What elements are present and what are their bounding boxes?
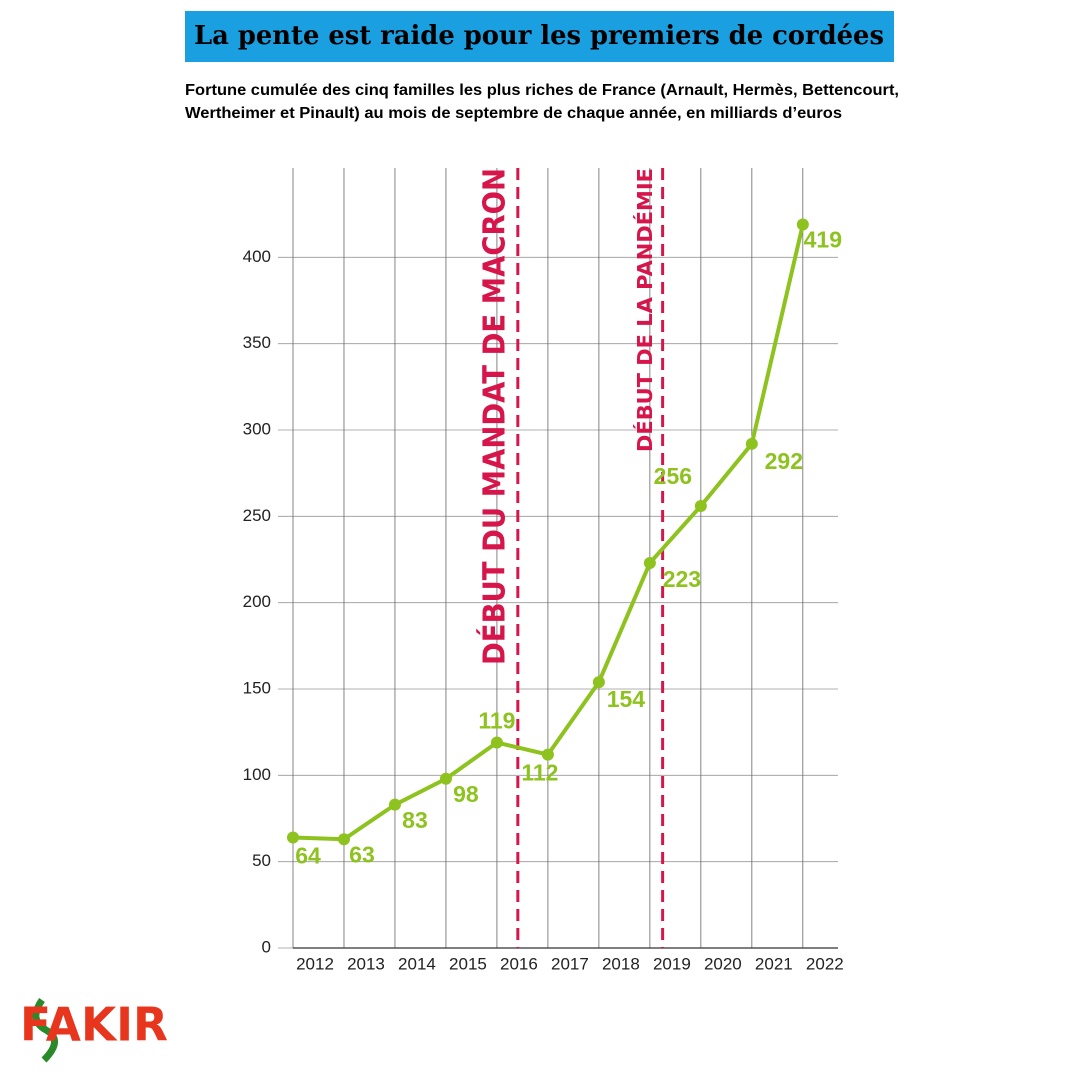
x-tick-label: 2015	[449, 954, 487, 973]
logo: FAKIR	[20, 998, 168, 1052]
y-tick-label: 100	[243, 765, 271, 784]
data-label: 154	[607, 686, 646, 712]
y-tick-label: 350	[243, 333, 271, 352]
x-tick-label: 2013	[347, 954, 385, 973]
subtitle: Fortune cumulée des cinq familles les pl…	[185, 82, 899, 99]
point	[287, 831, 299, 844]
annotation: DÉBUT DE LA PANDÉMIE	[633, 168, 657, 452]
data-label: 256	[654, 463, 692, 489]
x-tick-label: 2020	[704, 954, 742, 973]
x-tick-label: 2021	[755, 954, 793, 973]
y-tick-label: 150	[243, 678, 271, 697]
x-tick-label: 2018	[602, 954, 640, 973]
y-tick-label: 300	[243, 419, 271, 438]
annotation: DÉBUT DU MANDAT DE MACRON	[476, 168, 512, 665]
x-tick-label: 2017	[551, 954, 589, 973]
logo-snake	[32, 997, 58, 1063]
point	[643, 556, 656, 569]
data-label: 419	[804, 227, 842, 253]
data-label: 83	[402, 807, 428, 833]
point	[592, 676, 605, 689]
x-tick-label: 2022	[806, 954, 844, 973]
x-tick-label: 2016	[500, 954, 538, 973]
data-label: 223	[663, 566, 701, 592]
point	[388, 798, 401, 811]
point	[796, 218, 809, 231]
title-box	[185, 11, 894, 62]
point	[745, 437, 758, 450]
data-label: 119	[478, 708, 515, 734]
point	[694, 499, 707, 512]
x-tick-label: 2019	[653, 954, 691, 973]
point	[490, 736, 503, 749]
x-tick-label: 2014	[398, 954, 436, 973]
data-label: 292	[765, 448, 803, 474]
subtitle: Wertheimer et Pinault) au mois de septem…	[185, 105, 842, 122]
y-tick-label: 400	[243, 247, 271, 266]
chart-title: La pente est raide pour les premiers de …	[194, 21, 884, 51]
data-label: 63	[349, 841, 375, 867]
x-tick-label: 2012	[296, 954, 334, 973]
data-label: 98	[453, 781, 479, 807]
data-label: 112	[521, 760, 558, 786]
point	[541, 748, 554, 761]
y-tick-label: 0	[262, 937, 271, 956]
data-label: 64	[295, 843, 321, 869]
y-tick-label: 250	[243, 506, 271, 525]
point	[439, 772, 452, 785]
point	[337, 833, 350, 846]
y-tick-label: 50	[252, 851, 271, 870]
y-tick-label: 200	[243, 592, 271, 611]
